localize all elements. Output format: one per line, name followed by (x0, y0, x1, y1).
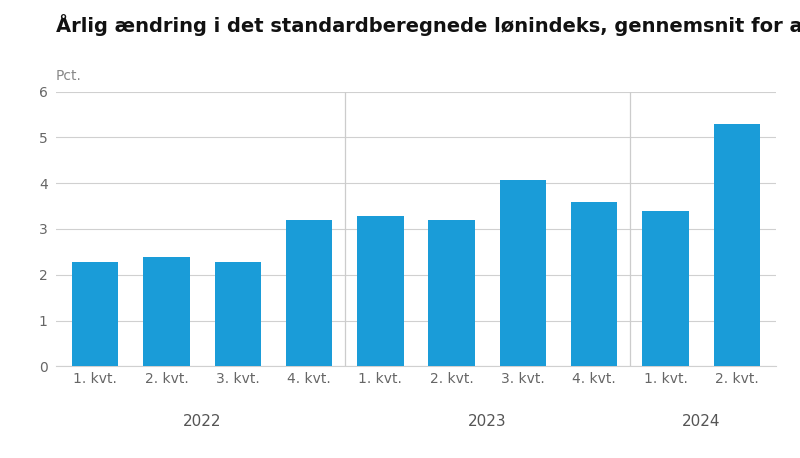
Bar (143, 257, 190, 366)
Text: 2022: 2022 (183, 414, 222, 429)
Bar (429, 220, 475, 366)
Bar (571, 202, 618, 366)
Bar (714, 124, 760, 366)
Bar (214, 262, 261, 366)
Text: Pct.: Pct. (56, 69, 82, 83)
Text: 2024: 2024 (682, 414, 720, 429)
Bar (72, 262, 118, 366)
Text: 2023: 2023 (468, 414, 506, 429)
Bar (500, 180, 546, 366)
Bar (357, 216, 403, 366)
Bar (642, 211, 689, 366)
Bar (286, 220, 332, 366)
Text: Årlig ændring i det standardberegnede lønindeks, gennemsnit for alle sektorer: Årlig ændring i det standardberegnede lø… (56, 14, 800, 36)
